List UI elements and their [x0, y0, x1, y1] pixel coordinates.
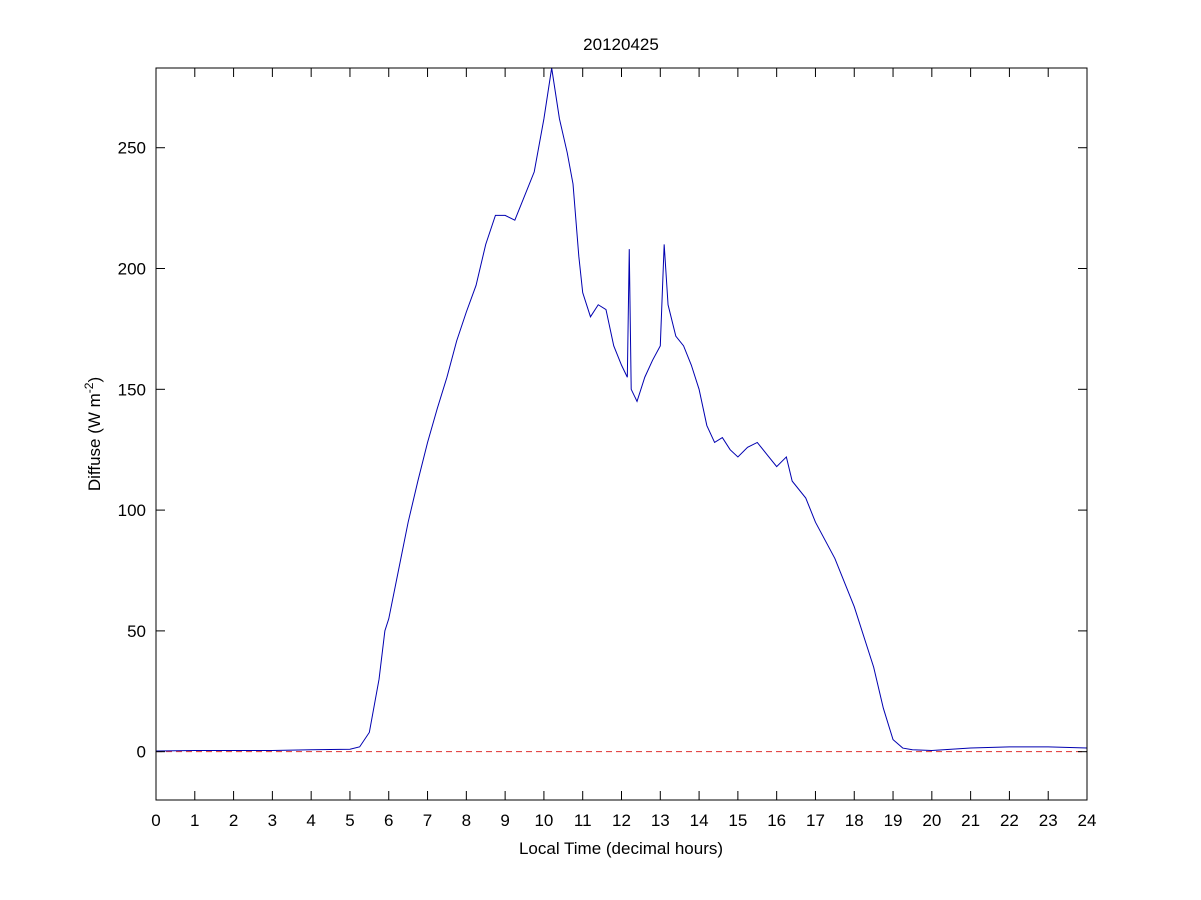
x-tick-label: 7 [423, 811, 432, 830]
y-tick-label: 250 [118, 139, 146, 158]
x-axis-label: Local Time (decimal hours) [519, 839, 723, 858]
x-tick-label: 16 [767, 811, 786, 830]
y-tick-label: 150 [118, 380, 146, 399]
x-tick-label: 5 [345, 811, 354, 830]
x-tick-label: 21 [961, 811, 980, 830]
x-tick-label: 2 [229, 811, 238, 830]
y-label-text: Diffuse (W m [85, 393, 104, 491]
x-tick-label: 17 [806, 811, 825, 830]
x-tick-label: 23 [1039, 811, 1058, 830]
x-tick-label: 0 [151, 811, 160, 830]
chart-title: 20120425 [583, 35, 659, 54]
x-tick-label: 20 [922, 811, 941, 830]
x-tick-label: 11 [574, 811, 592, 830]
y-tick-label: 200 [118, 260, 146, 279]
y-tick-label: 100 [118, 501, 146, 520]
y-axis-label: Diffuse (W m-2) [82, 377, 104, 491]
x-tick-label: 15 [728, 811, 747, 830]
x-tick-label: 24 [1078, 811, 1097, 830]
y-label-sup: -2 [82, 382, 96, 393]
x-tick-label: 10 [534, 811, 553, 830]
x-tick-label: 6 [384, 811, 393, 830]
x-tick-label: 3 [268, 811, 277, 830]
x-tick-label: 18 [845, 811, 864, 830]
x-tick-label: 14 [690, 811, 709, 830]
x-tick-label: 12 [612, 811, 631, 830]
x-tick-label: 4 [306, 811, 315, 830]
x-tick-label: 13 [651, 811, 670, 830]
x-tick-label: 22 [1000, 811, 1019, 830]
line-series [155, 67, 1088, 752]
y-tick-label: 50 [127, 622, 146, 641]
x-tick-label: 1 [190, 811, 199, 830]
y-label-end: ) [85, 377, 104, 383]
x-tick-label: 19 [884, 811, 903, 830]
x-tick-label: 8 [462, 811, 471, 830]
x-tick-label: 9 [500, 811, 509, 830]
y-tick-label: 0 [137, 743, 146, 762]
